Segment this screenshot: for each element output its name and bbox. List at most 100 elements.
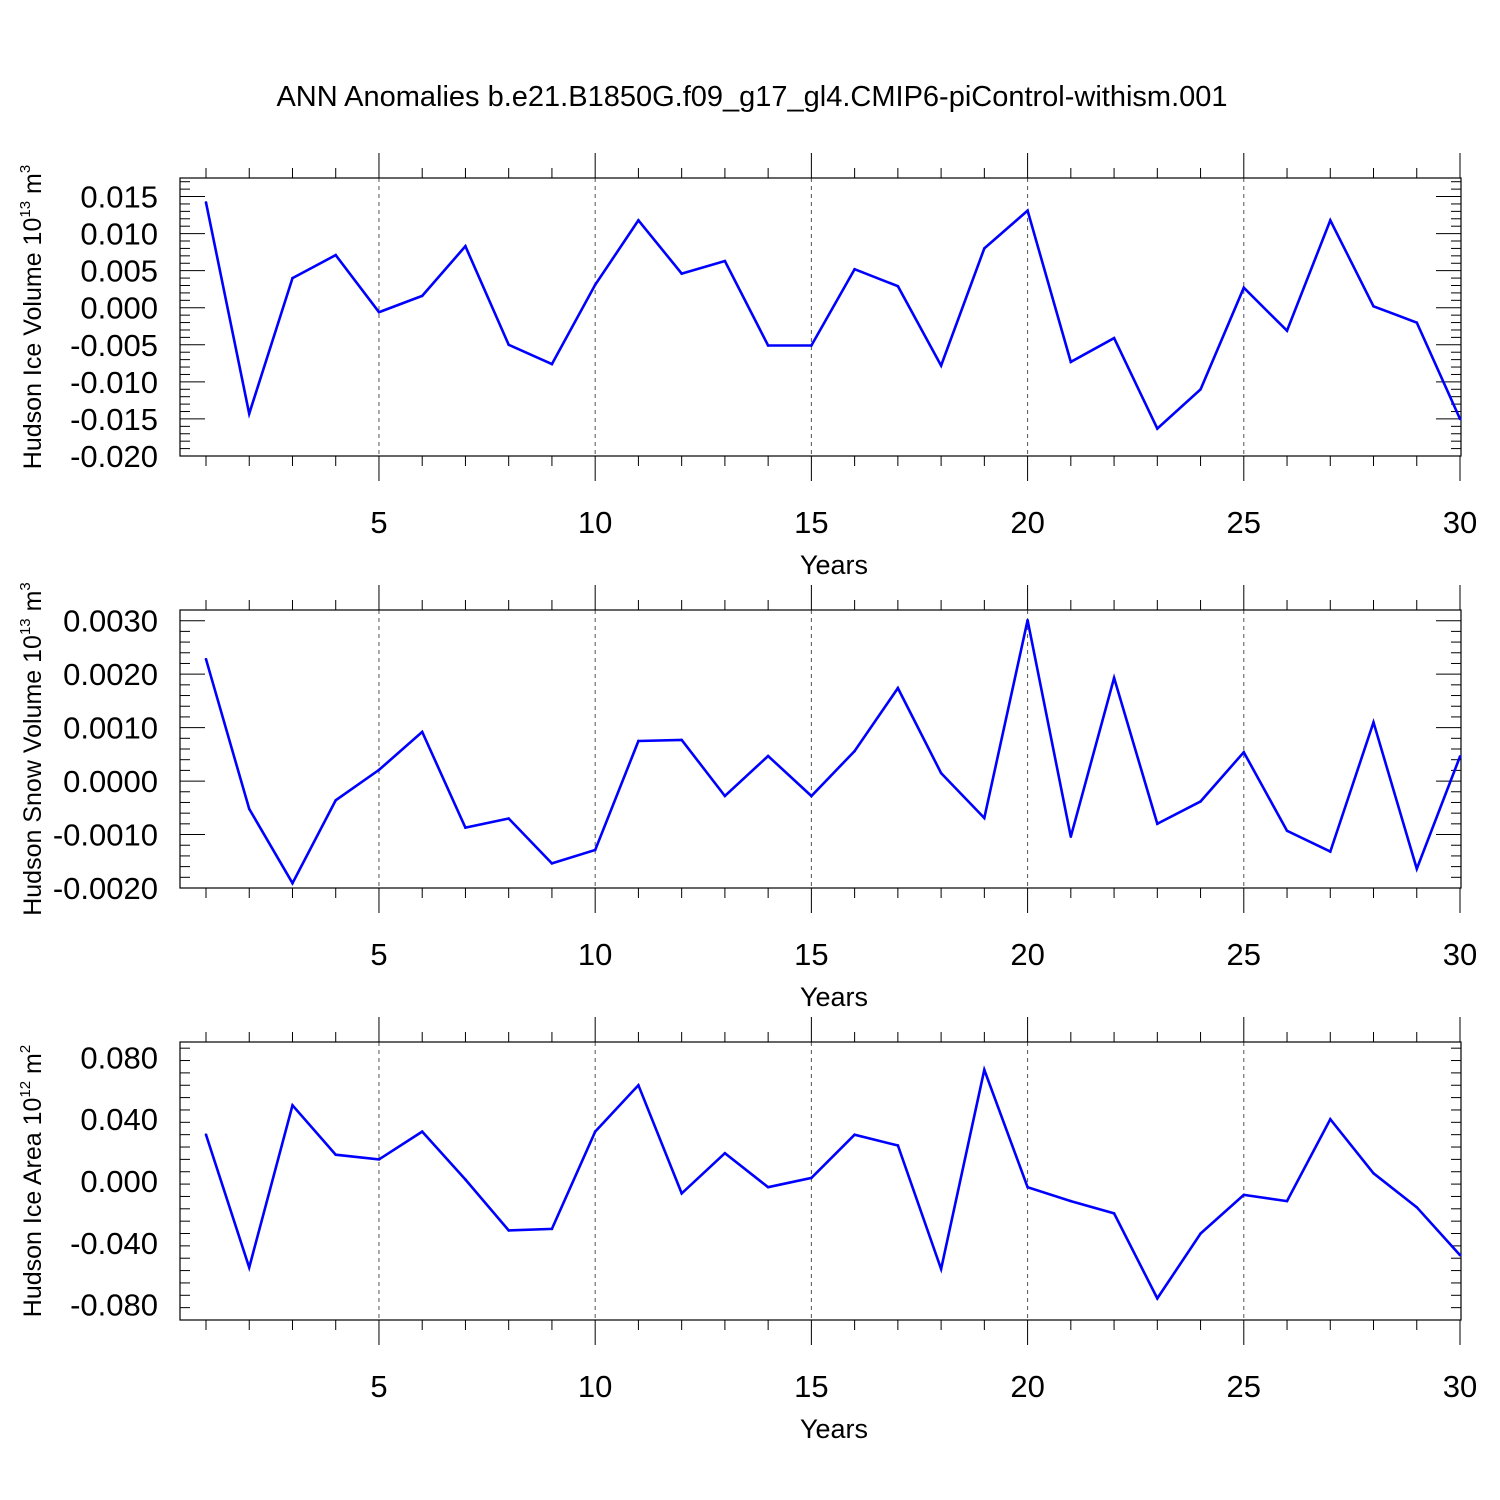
- data-point: [939, 1267, 943, 1271]
- data-point: [896, 686, 900, 690]
- data-point: [291, 276, 294, 280]
- y-axis-label: Hudson Ice Volume 1013 m3: [17, 165, 47, 469]
- data-point: [334, 253, 338, 257]
- x-tick-label: 30: [1443, 937, 1477, 972]
- data-point: [983, 816, 986, 820]
- data-point: [507, 1229, 510, 1232]
- data-point: [464, 1178, 467, 1181]
- x-tick-label: 25: [1227, 505, 1261, 540]
- x-tick-label: 15: [794, 937, 828, 972]
- data-point: [1026, 209, 1029, 212]
- data-point: [637, 739, 640, 743]
- data-point: [637, 218, 640, 222]
- data-point: [334, 799, 338, 802]
- x-axis-label: Years: [800, 550, 868, 580]
- data-point: [377, 1158, 381, 1161]
- x-tick-label: 20: [1010, 1369, 1044, 1404]
- data-point: [680, 1192, 683, 1195]
- data-point: [853, 749, 856, 753]
- chart-panel-1: 5 10 15 20 25 30 Years -0.020-0.015-0.010-0.005…: [17, 153, 1477, 580]
- y-tick-label: 0.0010: [63, 711, 158, 746]
- data-line: [204, 619, 1462, 886]
- data-point: [896, 1144, 900, 1147]
- data-point: [1328, 1117, 1332, 1121]
- data-point: [896, 284, 900, 288]
- y-tick-label: 0.000: [80, 1164, 158, 1199]
- data-point: [1199, 387, 1202, 391]
- data-point: [1156, 822, 1159, 826]
- x-tick-label: 25: [1227, 1369, 1261, 1404]
- y-tick-label: 0.0020: [63, 657, 158, 692]
- data-point: [1458, 755, 1462, 758]
- x-tick-label: 10: [578, 505, 612, 540]
- data-point: [723, 259, 727, 263]
- data-point: [204, 201, 208, 204]
- data-point: [766, 344, 770, 347]
- data-point: [334, 1153, 338, 1157]
- data-point: [1069, 360, 1073, 364]
- data-point: [810, 344, 813, 347]
- data-point: [723, 1151, 727, 1155]
- y-tick-label: 0.005: [80, 254, 158, 289]
- data-point: [1242, 750, 1246, 754]
- y-tick-label: 0.0000: [63, 764, 158, 799]
- data-point: [810, 794, 813, 798]
- y-tick-label: -0.005: [70, 328, 158, 363]
- data-point: [1112, 676, 1116, 680]
- y-tick-label: 0.0030: [63, 604, 158, 639]
- data-point: [853, 1133, 856, 1136]
- x-tick-label: 20: [1010, 505, 1044, 540]
- data-point: [1069, 1199, 1073, 1203]
- data-point: [1285, 829, 1289, 833]
- data-point: [1415, 321, 1419, 324]
- plot-frame: [179, 1041, 1462, 1321]
- y-axis-label: Hudson Snow Volume 1013 m3: [17, 582, 47, 916]
- y-tick-label: 0.015: [80, 180, 158, 215]
- data-line: [204, 202, 1462, 431]
- x-tick-label: 5: [370, 937, 387, 972]
- data-line: [204, 1065, 1461, 1301]
- y-tick-label: -0.020: [70, 439, 158, 474]
- x-axis-label: Years: [800, 982, 868, 1012]
- data-point: [723, 794, 727, 798]
- data-point: [550, 362, 554, 366]
- y-tick-label: -0.0010: [53, 818, 158, 853]
- data-point: [1026, 618, 1029, 622]
- data-point: [939, 771, 943, 775]
- y-axis-label: Hudson Ice Area 1012 m2: [17, 1045, 47, 1317]
- data-point: [1069, 835, 1073, 838]
- data-point: [1112, 1212, 1116, 1215]
- x-tick-label: 15: [794, 505, 828, 540]
- data-point: [680, 272, 683, 275]
- data-point: [680, 738, 683, 742]
- x-tick-label: 10: [578, 937, 612, 972]
- data-point: [377, 768, 381, 772]
- data-point: [1112, 336, 1116, 340]
- data-point: [291, 881, 294, 885]
- data-point: [1458, 417, 1462, 421]
- data-point: [1199, 800, 1202, 803]
- data-point: [1285, 1199, 1289, 1203]
- data-point: [507, 343, 510, 347]
- data-point: [550, 1227, 554, 1231]
- data-point: [810, 1176, 813, 1180]
- y-tick-label: -0.040: [70, 1226, 158, 1261]
- data-point: [1026, 1185, 1029, 1189]
- data-point: [204, 1133, 208, 1136]
- chart-panel-2: 5 10 15 20 25 30 Years -0.0020 -0.0010 0.0000 0.00…: [17, 582, 1477, 1012]
- data-point: [1285, 329, 1289, 333]
- data-point: [291, 1104, 294, 1107]
- plot-frame: [179, 609, 1462, 889]
- data-point: [1328, 850, 1332, 853]
- data-point: [247, 1266, 251, 1269]
- data-point: [1242, 286, 1246, 290]
- data-point: [1415, 1205, 1419, 1209]
- x-tick-label: 5: [370, 1369, 387, 1404]
- data-point: [204, 657, 208, 661]
- data-point: [1156, 427, 1159, 430]
- x-tick-label: 30: [1443, 1369, 1477, 1404]
- data-point: [766, 1185, 770, 1189]
- y-tick-label: 0.080: [80, 1040, 158, 1075]
- figure-title: ANN Anomalies b.e21.B1850G.f09_g17_gl4.C…: [276, 81, 1227, 113]
